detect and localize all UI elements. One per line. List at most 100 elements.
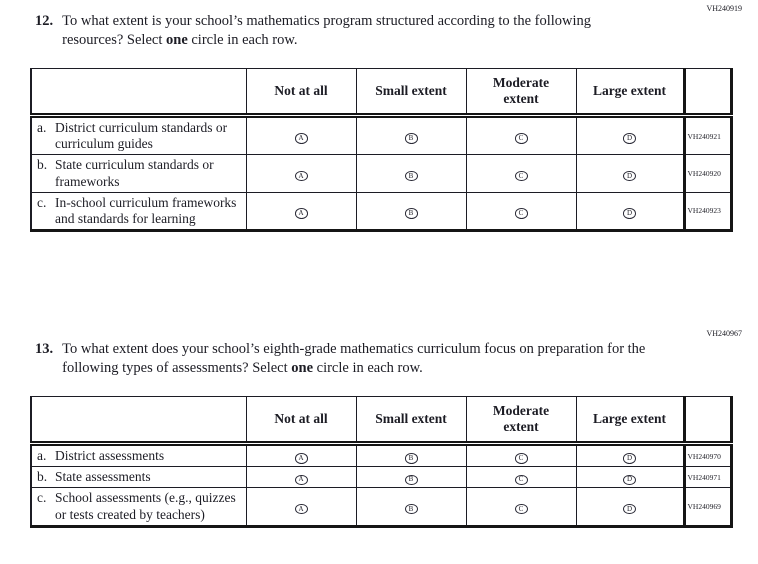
column-header: Small extent [355, 68, 467, 118]
option-circle-d[interactable]: D [623, 170, 636, 182]
column-header: Moderate extent [465, 68, 577, 118]
option-cell: C [465, 114, 577, 156]
question-13-code: VH240967 [706, 329, 742, 338]
option-circle-d[interactable]: D [623, 133, 636, 144]
option-cell: B [355, 114, 467, 156]
question-13-text-post: circle in each row. [313, 360, 423, 377]
option-cell: A [245, 466, 357, 489]
option-circle-a[interactable]: A [294, 208, 308, 219]
row-letter: a. [37, 448, 47, 463]
option-circle-d[interactable]: D [623, 474, 636, 486]
column-header: Moderate extent [465, 396, 577, 446]
question-12-code: VH240919 [706, 4, 742, 13]
q13-response-table: Not at all Small extent Moderate extent Lar… [30, 396, 733, 528]
option-circle-b[interactable]: B [404, 474, 418, 486]
option-cell: B [355, 442, 467, 468]
option-circle-d[interactable]: D [623, 503, 636, 515]
column-header: Not at all [245, 396, 357, 446]
row-label: a. District curriculum standards or curri… [30, 114, 247, 156]
option-cell: B [355, 191, 467, 233]
column-header [30, 68, 247, 118]
row-label-text: School assessments (e.g., quizzes or tes… [55, 490, 236, 522]
column-header [682, 396, 733, 446]
option-cell: B [355, 487, 467, 528]
option-circle-c[interactable]: C [514, 453, 528, 464]
option-circle-c[interactable]: C [514, 208, 528, 219]
option-circle-c[interactable]: C [514, 474, 528, 486]
option-cell: A [245, 154, 357, 193]
option-circle-a[interactable]: A [294, 133, 308, 144]
option-circle-a[interactable]: A [294, 453, 308, 464]
option-circle-a[interactable]: A [294, 503, 308, 515]
option-circle-a[interactable]: A [294, 170, 308, 182]
row-letter: c. [37, 194, 47, 210]
option-circle-b[interactable]: B [404, 170, 418, 182]
item-code: VH240969 [682, 487, 733, 528]
column-header: Large extent [575, 68, 685, 118]
row-label: b. State assessments [30, 466, 247, 489]
question-13-text-bold: one [291, 360, 314, 377]
question-12-text-pre: To what extent is your school’s mathemat… [62, 13, 592, 49]
question-12-number: 12. [35, 13, 54, 29]
option-cell: D [575, 487, 685, 528]
item-code: VH240921 [682, 114, 733, 156]
option-cell: C [465, 154, 577, 193]
row-label: b. State curriculum standards or framewor… [30, 154, 247, 193]
option-circle-c[interactable]: C [514, 503, 528, 515]
option-circle-c[interactable]: C [514, 170, 528, 182]
column-header: Large extent [575, 396, 685, 446]
option-circle-d[interactable]: D [623, 453, 636, 464]
option-cell: C [465, 487, 577, 528]
option-circle-b[interactable]: B [404, 453, 418, 464]
row-letter: c. [37, 490, 47, 506]
row-label: c. School assessments (e.g., quizzes or t… [30, 487, 247, 528]
item-code: VH240970 [682, 442, 733, 468]
question-12-text: To what extent is your school’s mathemat… [62, 12, 639, 50]
table-row: a. District assessments A B C D VH240970 [30, 442, 733, 468]
row-label-text: In-school curriculum frameworks and stan… [55, 194, 237, 226]
option-cell: A [245, 114, 357, 156]
question-13: 13. To what extent does your school’s ei… [35, 340, 653, 378]
option-circle-a[interactable]: A [294, 474, 308, 486]
row-letter: b. [37, 469, 48, 485]
option-cell: B [355, 154, 467, 193]
row-label-text: State assessments [55, 469, 151, 485]
option-cell: C [465, 191, 577, 233]
row-label: a. District assessments [30, 442, 247, 468]
row-label-text: District assessments [55, 448, 165, 463]
option-cell: A [245, 442, 357, 468]
option-circle-b[interactable]: B [404, 133, 418, 144]
column-header: Not at all [245, 68, 357, 118]
item-code: VH240920 [682, 154, 733, 193]
header-row: Not at all Small extent Moderate extent Lar… [30, 396, 733, 446]
row-label-text: State curriculum standards or frameworks [55, 157, 214, 189]
option-circle-b[interactable]: B [404, 208, 418, 219]
option-cell: D [575, 466, 685, 489]
option-circle-b[interactable]: B [404, 503, 418, 515]
option-cell: A [245, 191, 357, 233]
table-row: b. State curriculum standards or framewor… [30, 154, 733, 193]
option-cell: C [465, 466, 577, 489]
option-circle-d[interactable]: D [623, 208, 636, 219]
column-header: Small extent [355, 396, 467, 446]
q12-response-table: Not at all Small extent Moderate extent Lar… [30, 68, 733, 233]
option-cell: D [575, 191, 685, 233]
option-circle-c[interactable]: C [514, 133, 528, 144]
table-row: b. State assessments A B C D VH240971 [30, 466, 733, 489]
row-letter: b. [37, 157, 48, 173]
table-row: c. School assessments (e.g., quizzes or t… [30, 487, 733, 528]
row-label: c. In-school curriculum frameworks and st… [30, 191, 247, 233]
option-cell: D [575, 154, 685, 193]
question-13-text: To what extent does your school’s eighth… [62, 340, 653, 378]
option-cell: B [355, 466, 467, 489]
option-cell: C [465, 442, 577, 468]
row-label-text: District curriculum standards or curricu… [55, 120, 228, 152]
table-row: c. In-school curriculum frameworks and st… [30, 191, 733, 233]
question-13-number: 13. [35, 341, 54, 357]
question-12-text-post: circle in each row. [187, 32, 298, 49]
question-12-text-bold: one [166, 32, 188, 49]
option-cell: A [245, 487, 357, 528]
option-cell: D [575, 442, 685, 468]
column-header [30, 396, 247, 446]
